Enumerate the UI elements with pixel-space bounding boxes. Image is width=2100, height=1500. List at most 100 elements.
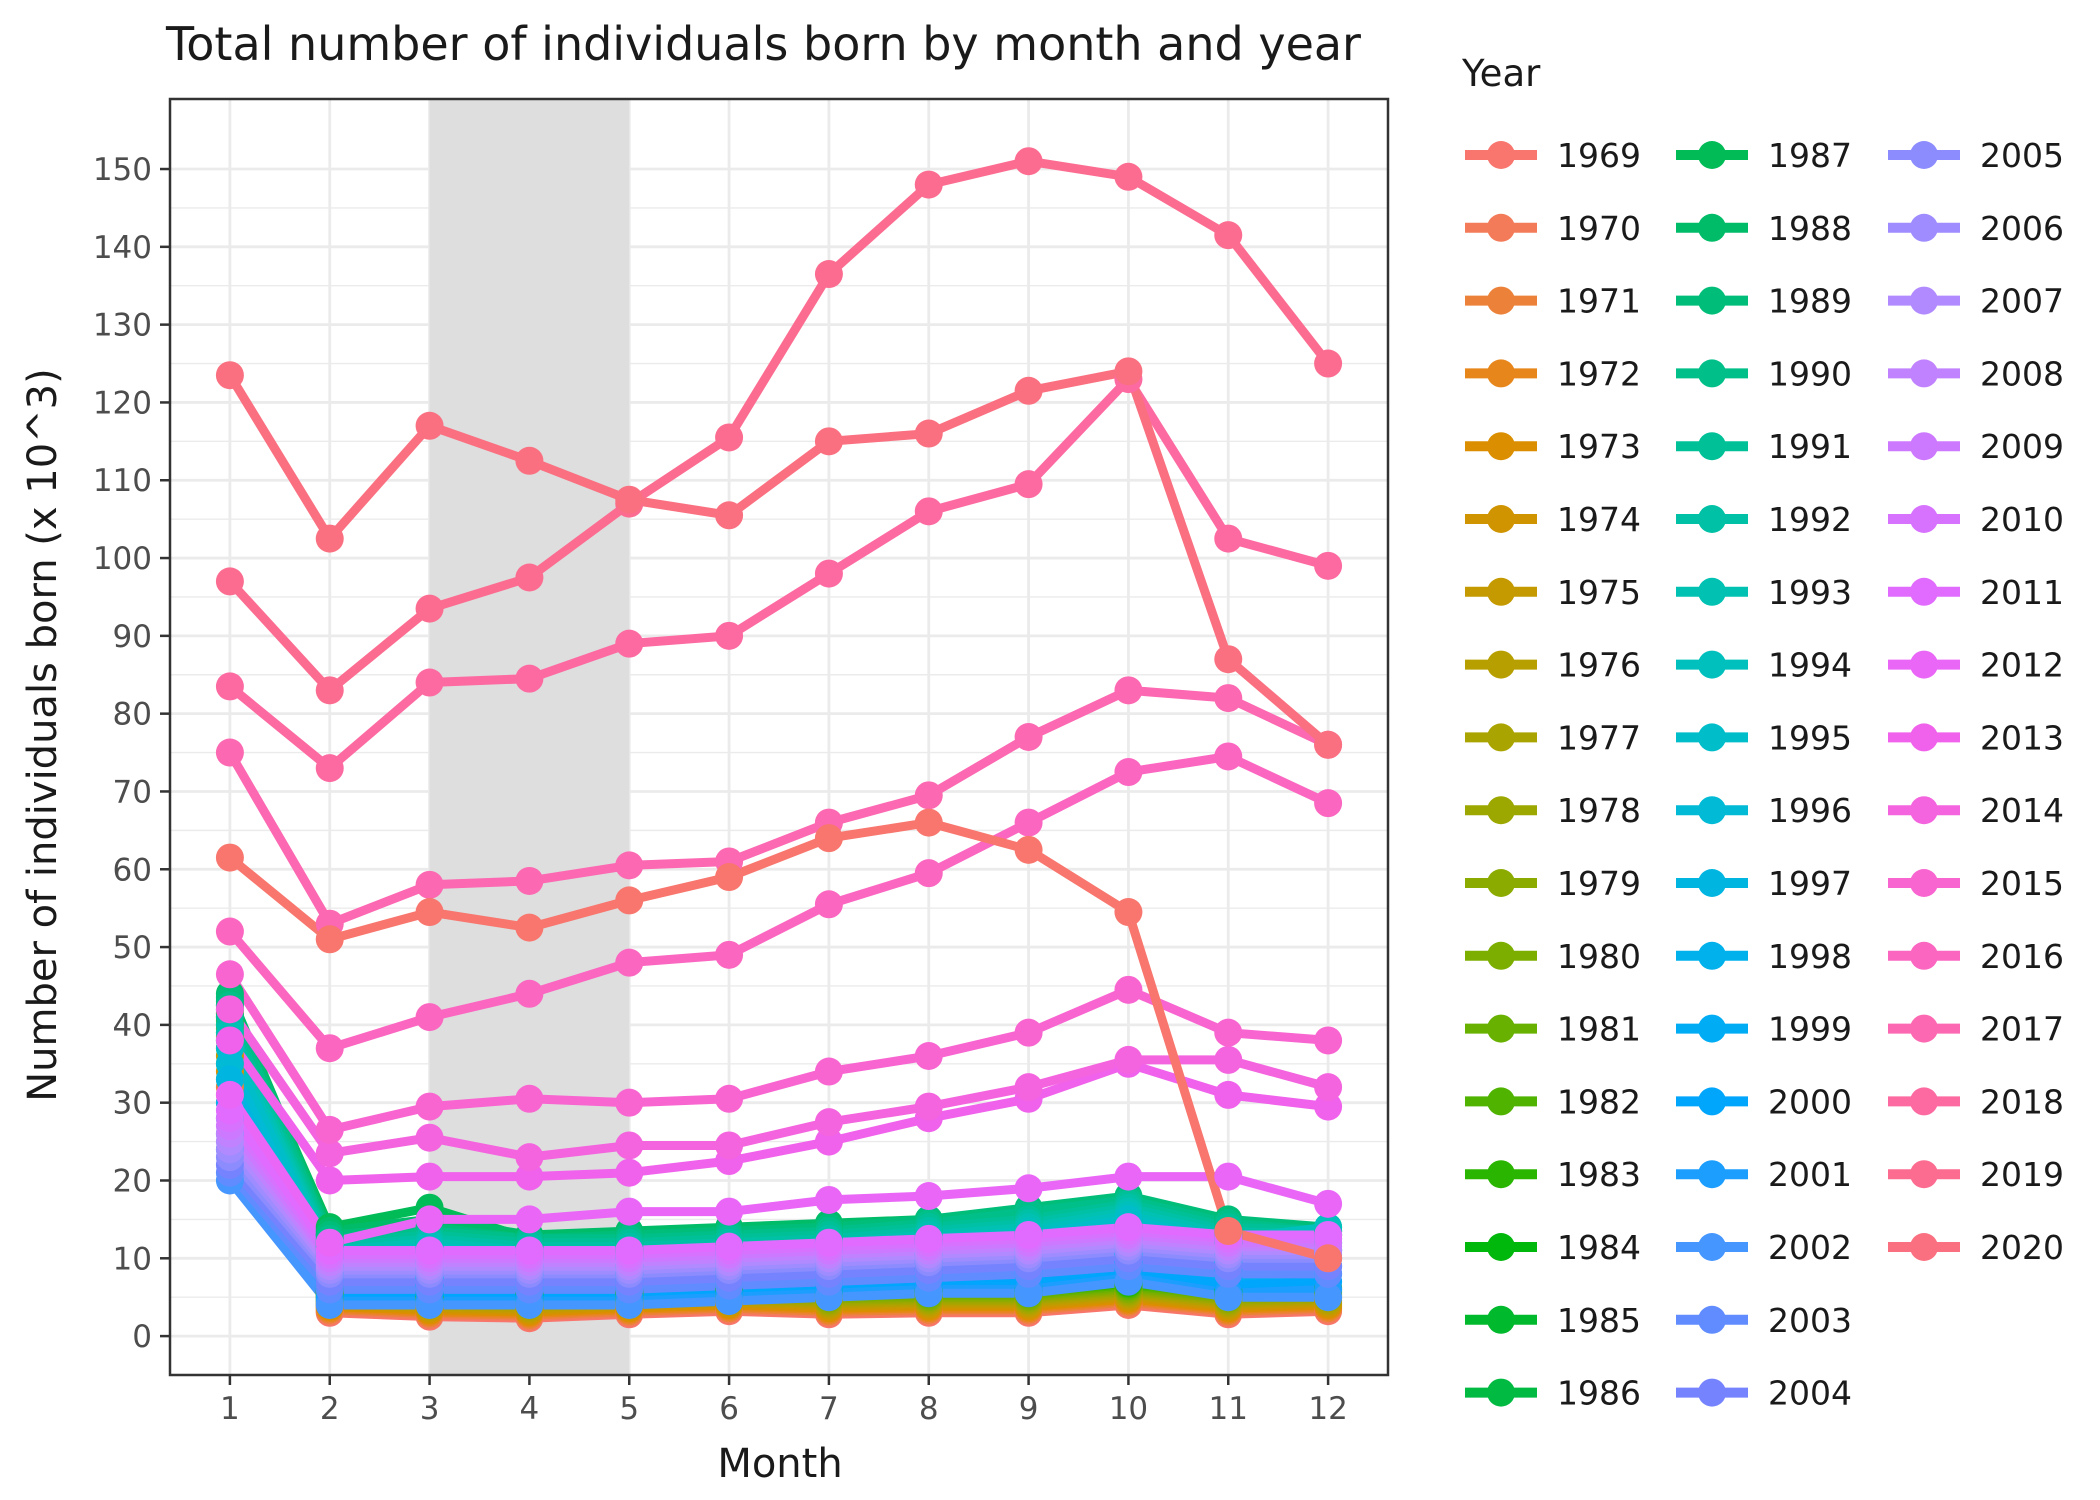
- data-point: [215, 1026, 244, 1055]
- data-point: [1214, 1283, 1243, 1312]
- data-point: [215, 995, 244, 1024]
- data-point: [1314, 1220, 1343, 1249]
- series-line: [225, 1004, 1333, 1162]
- legend-key-point: [1698, 1160, 1726, 1189]
- x-axis: 1 2 3 4 5 6 7 8 9 10 11 12: [220, 1375, 1348, 1427]
- data-point: [415, 1003, 444, 1032]
- legend-label: 2004: [1768, 1374, 1852, 1413]
- legend-label: 2006: [1980, 209, 2064, 248]
- legend-label: 2012: [1980, 646, 2064, 685]
- legend-label: 2008: [1980, 354, 2064, 393]
- legend-key-point: [1698, 796, 1726, 825]
- data-point: [215, 917, 244, 946]
- legend-key-point: [1487, 1160, 1515, 1189]
- data-point: [814, 427, 843, 456]
- legend-item: 1995: [1676, 718, 1852, 757]
- plot-frame: [168, 97, 1390, 1377]
- legend-title: Year: [1461, 52, 1541, 95]
- data-point: [914, 170, 943, 199]
- legend-key-point: [1910, 723, 1938, 752]
- data-point: [615, 1131, 644, 1160]
- data-point: [515, 664, 544, 693]
- x-tick-label: 5: [619, 1391, 639, 1427]
- data-point: [715, 1232, 744, 1261]
- series-line: [225, 156, 1333, 695]
- data-point: [1314, 730, 1343, 759]
- legend-item: 2006: [1888, 209, 2064, 248]
- data-point: [715, 1084, 744, 1113]
- legend-item: 2019: [1888, 1155, 2064, 1194]
- data-point: [415, 668, 444, 697]
- legend-item: 1985: [1465, 1301, 1641, 1340]
- legend-item: 1971: [1465, 282, 1641, 321]
- data-point: [914, 859, 943, 888]
- y-tick-label: 140: [93, 230, 152, 266]
- legend-label: 1972: [1557, 354, 1641, 393]
- legend-item: 1993: [1676, 573, 1852, 612]
- legend-label: 1984: [1557, 1228, 1641, 1267]
- legend-key-point: [1910, 432, 1938, 461]
- data-point: [715, 863, 744, 892]
- data-point: [1214, 1217, 1243, 1246]
- data-point: [914, 497, 943, 526]
- legend-item: 1987: [1676, 136, 1852, 175]
- data-point: [914, 1092, 943, 1121]
- series-line: [225, 1160, 1333, 1287]
- legend-item: 1984: [1465, 1228, 1641, 1267]
- y-tick-label: 30: [113, 1086, 152, 1122]
- legend-key-point: [1910, 650, 1938, 679]
- legend-label: 2019: [1980, 1155, 2064, 1194]
- data-point: [1014, 1220, 1043, 1249]
- data-point: [814, 1108, 843, 1137]
- y-axis: 0 10 20 30 40 50 60 70 80 90 100 110 120 130 140 150: [93, 152, 170, 1355]
- data-point: [1014, 1279, 1043, 1308]
- data-point: [1114, 975, 1143, 1004]
- legend-key-point: [1487, 869, 1515, 897]
- legend-key-point: [1698, 1378, 1726, 1407]
- data-point: [1114, 357, 1143, 386]
- data-point: [1014, 470, 1043, 499]
- x-tick-label: 3: [420, 1391, 440, 1427]
- y-tick-label: 150: [93, 152, 152, 188]
- legend-key-point: [1698, 1014, 1726, 1043]
- legend-label: 2013: [1980, 718, 2064, 757]
- data-point: [515, 446, 544, 475]
- y-tick-label: 60: [113, 852, 152, 888]
- plot-background: [170, 99, 1388, 1375]
- legend-item: 1969: [1465, 136, 1641, 175]
- data-point: [715, 1131, 744, 1160]
- legend-label: 2020: [1980, 1228, 2064, 1267]
- legend-item: 1986: [1465, 1374, 1641, 1413]
- legend-label: 2018: [1980, 1082, 2064, 1121]
- legend-item: 1989: [1676, 282, 1852, 321]
- data-point: [1214, 1018, 1243, 1047]
- data-point: [215, 361, 244, 390]
- data-point: [914, 419, 943, 448]
- data-point: [515, 979, 544, 1008]
- data-point: [315, 1139, 344, 1168]
- legend-item: 2017: [1888, 1010, 2064, 1049]
- plot-area: [170, 99, 1388, 1375]
- data-point: [615, 1197, 644, 1226]
- data-point: [914, 1182, 943, 1211]
- legend-key-point: [1698, 286, 1726, 315]
- legend-item: 1977: [1465, 718, 1641, 757]
- legend-key-point: [1698, 141, 1726, 169]
- legend-label: 1998: [1768, 937, 1852, 976]
- legend-item: 2016: [1888, 937, 2064, 976]
- data-point: [315, 754, 344, 783]
- data-point: [315, 925, 344, 954]
- legend-key-point: [1487, 723, 1515, 752]
- series-line: [225, 1106, 1333, 1255]
- data-point: [814, 824, 843, 853]
- legend-item: 2008: [1888, 354, 2064, 393]
- legend-item: 2004: [1676, 1374, 1852, 1413]
- data-point: [515, 1236, 544, 1265]
- legend-key-point: [1698, 359, 1726, 388]
- data-point: [814, 1127, 843, 1156]
- plot-border: [168, 97, 1390, 1377]
- data-point: [1014, 1018, 1043, 1047]
- data-point: [415, 898, 444, 927]
- legend-key-point: [1910, 941, 1938, 970]
